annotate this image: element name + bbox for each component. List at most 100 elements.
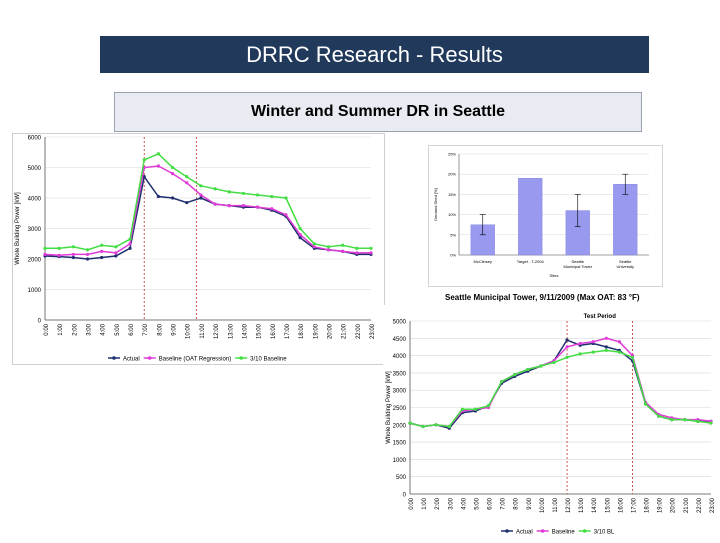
x-tick-label: 4:00: [461, 497, 467, 509]
x-tick-label: 14:00: [592, 497, 598, 513]
series-line-3-10-baseline: [45, 152, 371, 251]
series-line-baseline-oat-regression: [44, 165, 371, 257]
data-point-baseline-oat-regression: [284, 213, 288, 217]
x-tick-label: Target - T-2004: [517, 259, 545, 264]
y-tick-label: 2500: [393, 406, 407, 412]
x-tick-label: 15:00: [605, 497, 611, 513]
data-point-3-10-baseline: [100, 243, 104, 247]
x-tick-label: 11:00: [553, 497, 559, 512]
data-point-baseline-oat-regression: [199, 193, 203, 197]
y-tick-label: 3000: [393, 389, 407, 395]
data-point-3-10-bl: [473, 407, 478, 411]
data-point-baseline-oat-regression: [241, 204, 246, 208]
legend-swatch-marker: [540, 529, 545, 533]
data-point-baseline-oat-regression: [270, 207, 274, 211]
data-point-3-10-baseline: [312, 242, 316, 246]
data-point-3-10-bl: [709, 421, 713, 425]
bar: [518, 178, 543, 256]
legend-label-actual: Actual: [123, 357, 140, 363]
data-point-baseline-oat-regression: [341, 249, 345, 253]
data-point-baseline-oat-regression: [100, 249, 104, 253]
x-tick-label: 18:00: [299, 323, 305, 339]
data-point-3-10-bl: [683, 418, 687, 422]
data-point-3-10-baseline: [114, 245, 118, 249]
y-tick-label: 2000: [28, 258, 42, 264]
y-tick-label: 0: [38, 319, 42, 325]
x-tick-label: 17:00: [285, 323, 291, 339]
data-point-3-10-bl: [643, 402, 648, 406]
y-tick-label: 5%: [450, 232, 456, 237]
x-tick-label: 8:00: [514, 497, 520, 509]
data-point-baseline: [604, 336, 608, 340]
series-line-baseline: [409, 337, 712, 428]
x-tick-label: 1:00: [422, 497, 428, 509]
data-point-3-10-baseline: [170, 165, 175, 170]
y-tick-label: 4500: [393, 337, 407, 343]
data-point-3-10-baseline: [256, 193, 260, 197]
data-point-3-10-baseline: [241, 191, 246, 196]
legend-swatch-marker: [239, 356, 243, 360]
y-tick-label: 25%: [448, 152, 456, 157]
x-tick-label: 4:00: [101, 323, 107, 335]
data-point-3-10-bl: [670, 418, 674, 422]
data-point-baseline: [617, 340, 621, 344]
data-point-3-10-baseline: [270, 194, 274, 199]
legend-label-actual: Actual: [516, 530, 533, 536]
y-tick-label: 3500: [393, 371, 407, 377]
data-point-3-10-baseline: [142, 158, 146, 162]
x-tick-label: 2:00: [435, 497, 441, 509]
legend-label-3-10-baseline: 3/10 Baseline: [250, 357, 287, 363]
data-point-3-10-baseline: [341, 243, 345, 247]
data-point-3-10-baseline: [128, 237, 132, 241]
data-point-3-10-bl: [591, 350, 595, 354]
data-point-actual: [85, 257, 90, 261]
winter-line-chart: 0 1000 2000 3000 4000 5000 6000 0:00 1:00 2:00 3:0…: [15, 136, 376, 363]
data-point-3-10-baseline: [57, 246, 61, 250]
data-point-actual: [71, 255, 75, 260]
data-point-baseline-oat-regression: [298, 233, 302, 237]
data-point-3-10-bl: [460, 407, 464, 411]
x-tick-label: 20:00: [327, 323, 333, 339]
data-point-3-10-bl: [513, 373, 517, 377]
data-point-actual: [142, 175, 146, 179]
data-point-3-10-bl: [552, 360, 556, 365]
y-tick-label: 2000: [393, 423, 407, 429]
series-line-actual: [44, 174, 371, 260]
x-tick-label: 7:00: [501, 497, 507, 509]
x-tick-label: 1:00: [58, 323, 64, 335]
x-tick-label: 3:00: [87, 323, 93, 335]
data-point-3-10-bl: [630, 355, 635, 359]
y-tick-label: 10%: [448, 212, 456, 217]
summer-line-chart: 0 500 1000 1500 2000 2500 3000 3500 4000 4500 5000…: [386, 314, 716, 536]
y-tick-label: 0%: [450, 253, 456, 258]
data-point-3-10-bl: [604, 348, 608, 353]
bar: [613, 184, 638, 256]
x-tick-label: Municipal Tower: [563, 264, 592, 269]
data-point-3-10-baseline: [43, 246, 47, 250]
data-point-baseline-oat-regression: [156, 164, 160, 168]
annotation-label: Test Period: [584, 314, 617, 320]
y-axis-label: Demand Shed [%]: [433, 188, 438, 220]
data-point-baseline-oat-regression: [355, 251, 359, 255]
data-point-3-10-bl: [434, 423, 438, 427]
x-tick-label: 2:00: [72, 323, 78, 335]
data-point-3-10-baseline: [355, 246, 359, 250]
x-tick-label: University: [616, 264, 634, 269]
data-point-3-10-baseline: [326, 245, 331, 249]
data-point-3-10-bl: [486, 404, 491, 408]
y-axis-label: Whole Building Power [kW]: [386, 371, 392, 444]
data-point-3-10-bl: [526, 367, 530, 372]
x-tick-label: 19:00: [658, 497, 664, 513]
data-point-actual: [114, 254, 118, 258]
legend-label-3-10-bl: 3/10 BL: [594, 530, 615, 536]
legend-swatch-marker: [582, 529, 587, 533]
y-tick-label: 4000: [393, 354, 407, 360]
x-tick-label: 21:00: [684, 497, 690, 513]
x-tick-label: 0:00: [409, 497, 415, 509]
data-point-baseline-oat-regression: [114, 251, 118, 255]
data-point-3-10-bl: [578, 352, 582, 356]
x-tick-label: 15:00: [257, 323, 263, 339]
data-point-actual: [128, 246, 132, 250]
data-point-baseline: [578, 341, 582, 346]
y-tick-label: 5000: [28, 166, 42, 172]
